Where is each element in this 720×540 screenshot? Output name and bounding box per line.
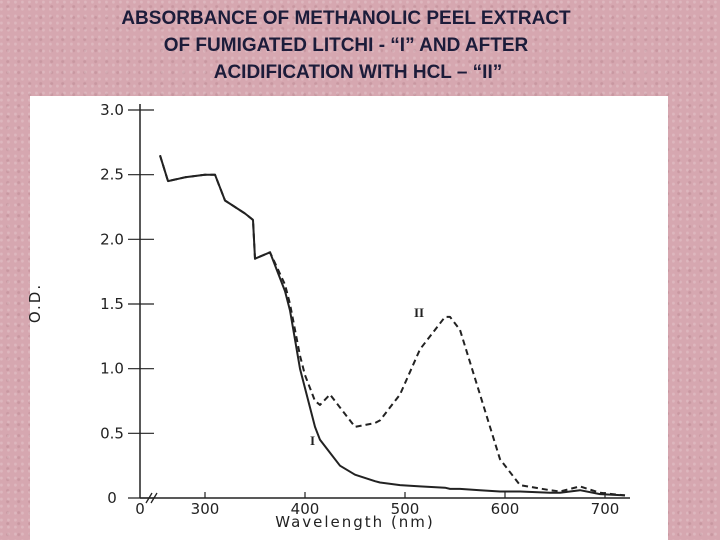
- y-tick-label: 2.0: [100, 230, 124, 248]
- x-tick-label: 700: [591, 500, 620, 518]
- x-tick-label: 600: [491, 500, 520, 518]
- y-tick-label: 0: [107, 489, 117, 507]
- title-line: OF FUMIGATED LITCHI - “I” AND AFTER: [164, 35, 529, 56]
- y-tick-label: 3.0: [100, 101, 124, 119]
- series-label: I: [310, 433, 315, 448]
- x-tick-label: 300: [191, 500, 220, 518]
- series-label: II: [414, 305, 424, 320]
- title-line: ABSORBANCE OF METHANOLIC PEEL EXTRACT: [121, 8, 571, 29]
- series-line: [159, 155, 626, 497]
- y-tick-label: 0.5: [100, 424, 124, 442]
- y-tick-label: 2.5: [100, 166, 124, 184]
- x-origin-label: 0: [135, 500, 145, 518]
- chart-panel: [30, 96, 668, 540]
- x-tick-label: 500: [391, 500, 420, 518]
- x-tick-label: 400: [291, 500, 320, 518]
- y-axis-label: O.D.: [26, 283, 44, 323]
- x-axis-label: Wavelength (nm): [275, 513, 435, 531]
- y-tick-label: 1.5: [100, 295, 124, 313]
- title-line: ACIDIFICATION WITH HCL – “II”: [214, 62, 503, 83]
- y-tick-label: 1.0: [100, 360, 124, 378]
